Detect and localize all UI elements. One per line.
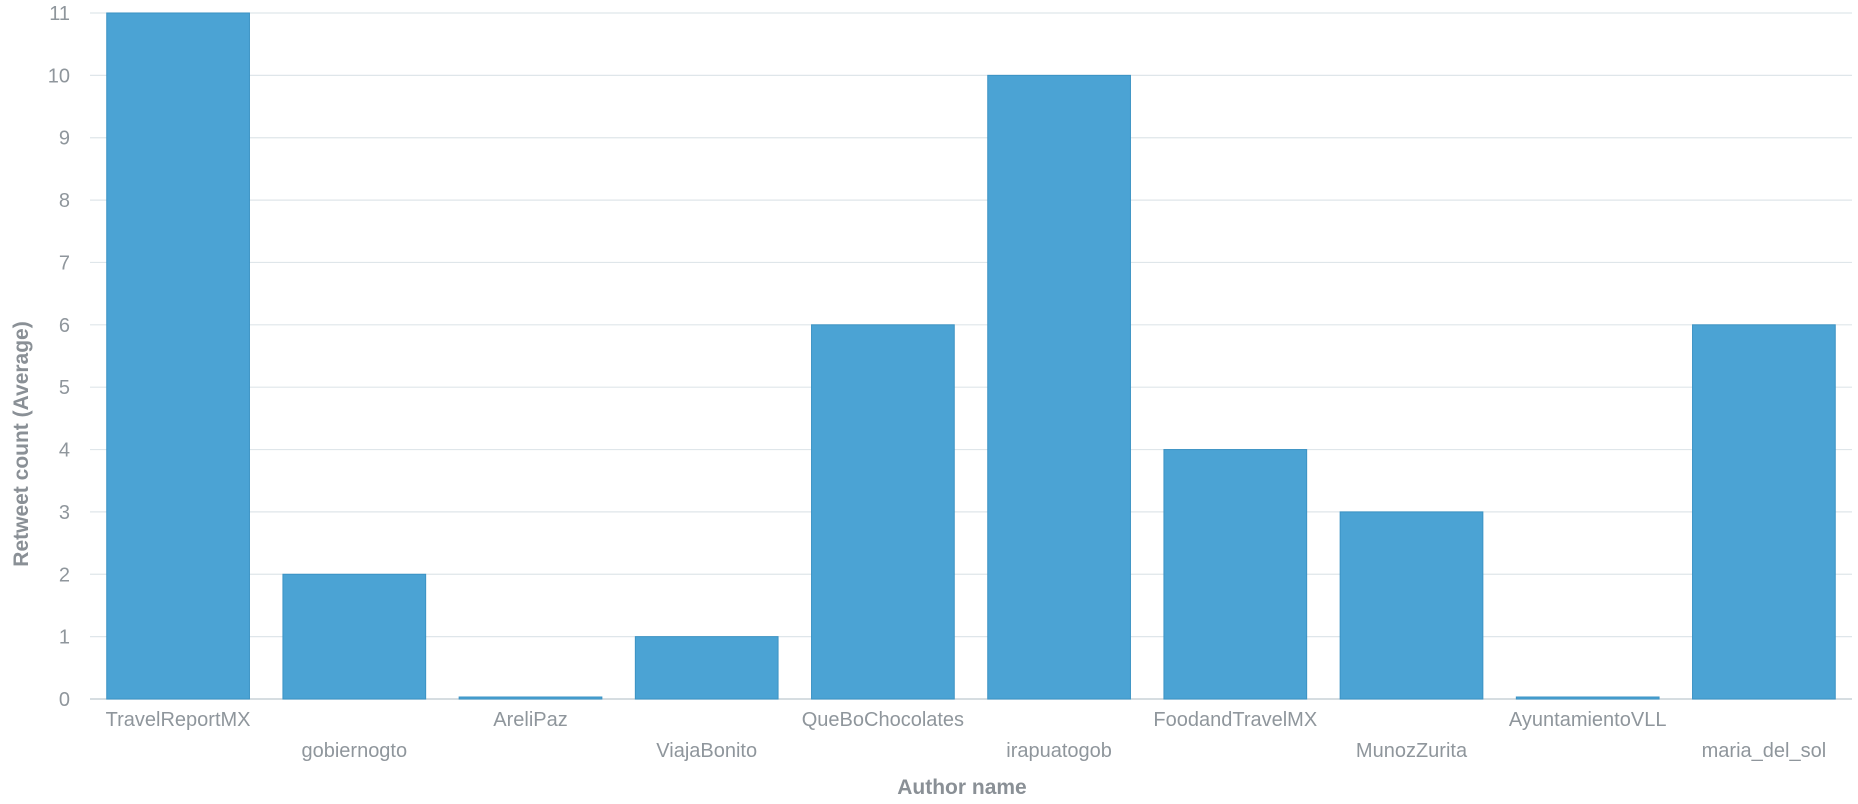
x-tick-label: QueBoChocolates [802,709,964,731]
y-tick-label: 2 [59,564,70,586]
x-tick-label: FoodandTravelMX [1153,709,1317,731]
y-tick-label: 6 [59,315,70,337]
x-tick-label: AreliPaz [493,709,567,731]
y-tick-label: 9 [59,128,70,150]
y-axis-title: Retweet count (Average) [10,321,33,566]
bar-AyuntamientoVLL[interactable] [1515,696,1660,700]
bar-maria_del_sol[interactable] [1692,324,1836,700]
bar-irapuatogob[interactable] [987,74,1131,700]
y-tick-label: 4 [59,440,70,462]
y-tick-label: 1 [59,627,70,649]
y-tick-label: 10 [48,65,70,87]
y-axis-ticks: 0 1 2 3 4 5 6 7 8 9 10 11 [48,3,70,711]
x-tick-label: irapuatogob [1006,740,1112,762]
x-tick-label: TravelReportMX [106,709,251,731]
y-tick-label: 11 [49,3,70,25]
bar-MunozZurita[interactable] [1339,511,1484,700]
x-axis-ticks: TravelReportMX gobiernogto AreliPaz ViajaBo… [106,709,1826,762]
y-tick-label: 8 [59,190,70,212]
x-axis-title: Author name [897,776,1027,799]
x-tick-label: maria_del_sol [1702,740,1827,762]
x-tick-label: ViajaBonito [656,740,757,762]
bar-AreliPaz[interactable] [458,696,603,700]
x-tick-label: gobiernogto [301,740,407,762]
bars [106,12,1836,700]
x-tick-label: AyuntamientoVLL [1509,709,1667,731]
y-tick-label: 5 [59,377,70,399]
bar-gobiernogto[interactable] [282,573,427,700]
y-tick-label: 0 [59,689,70,711]
bar-QueBoChocolates[interactable] [811,324,955,700]
bar-FoodandTravelMX[interactable] [1163,449,1308,700]
bar-TravelReportMX[interactable] [106,12,250,700]
y-tick-label: 7 [59,252,70,274]
y-tick-label: 3 [59,502,70,524]
bar-ViajaBonito[interactable] [634,636,779,700]
x-tick-label: MunozZurita [1356,740,1468,762]
